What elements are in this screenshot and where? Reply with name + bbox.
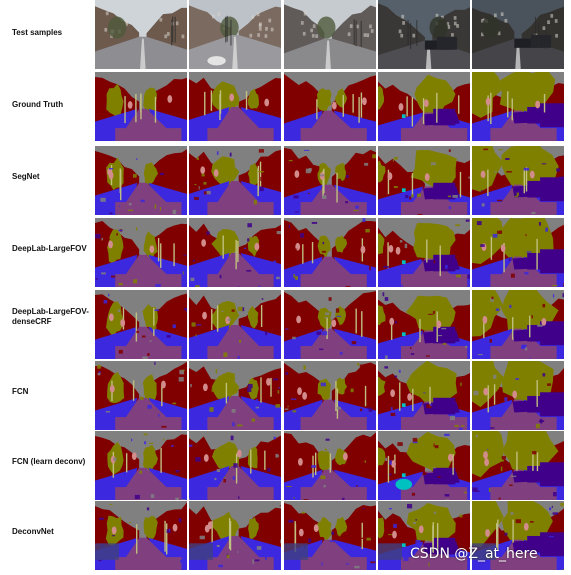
predicted-segmentation (95, 290, 187, 359)
predicted-segmentation (472, 218, 564, 287)
ground-truth-segmentation (472, 72, 564, 141)
predicted-segmentation (378, 501, 470, 570)
predicted-segmentation (284, 361, 376, 430)
row-label: FCN (12, 387, 29, 396)
predicted-segmentation (378, 218, 470, 287)
predicted-segmentation (284, 146, 376, 215)
row-label: Test samples (12, 28, 63, 37)
predicted-segmentation (95, 361, 187, 430)
predicted-segmentation (95, 431, 187, 500)
row-label: Ground Truth (12, 100, 64, 109)
predicted-segmentation (189, 146, 281, 215)
predicted-segmentation (472, 501, 564, 570)
predicted-segmentation (189, 290, 281, 359)
predicted-segmentation (378, 431, 470, 500)
predicted-segmentation (189, 431, 281, 500)
predicted-segmentation (95, 501, 187, 570)
predicted-segmentation (378, 361, 470, 430)
ground-truth-segmentation (378, 72, 470, 141)
predicted-segmentation (95, 218, 187, 287)
row-label: FCN (learn deconv) (12, 457, 86, 466)
test-sample-photo (189, 0, 281, 69)
predicted-segmentation (378, 290, 470, 359)
test-sample-photo (472, 0, 564, 69)
ground-truth-segmentation (95, 72, 187, 141)
ground-truth-segmentation (284, 72, 376, 141)
row-label: SegNet (12, 172, 40, 181)
predicted-segmentation (95, 146, 187, 215)
row-label: DeepLab-LargeFOV (12, 244, 87, 253)
predicted-segmentation (189, 361, 281, 430)
predicted-segmentation (284, 501, 376, 570)
row-label: DeepLab-LargeFOV- denseCRF (12, 307, 89, 326)
test-sample-photo (95, 0, 187, 69)
predicted-segmentation (472, 431, 564, 500)
test-sample-photo (284, 0, 376, 69)
predicted-segmentation (189, 218, 281, 287)
row-label: DeconvNet (12, 527, 54, 536)
watermark: CSDN @Z_at_here (410, 546, 538, 562)
predicted-segmentation (378, 146, 470, 215)
predicted-segmentation (189, 501, 281, 570)
ground-truth-segmentation (189, 72, 281, 141)
predicted-segmentation (472, 290, 564, 359)
predicted-segmentation (472, 361, 564, 430)
predicted-segmentation (284, 218, 376, 287)
test-sample-photo (378, 0, 470, 69)
predicted-segmentation (472, 146, 564, 215)
predicted-segmentation (284, 290, 376, 359)
predicted-segmentation (284, 431, 376, 500)
